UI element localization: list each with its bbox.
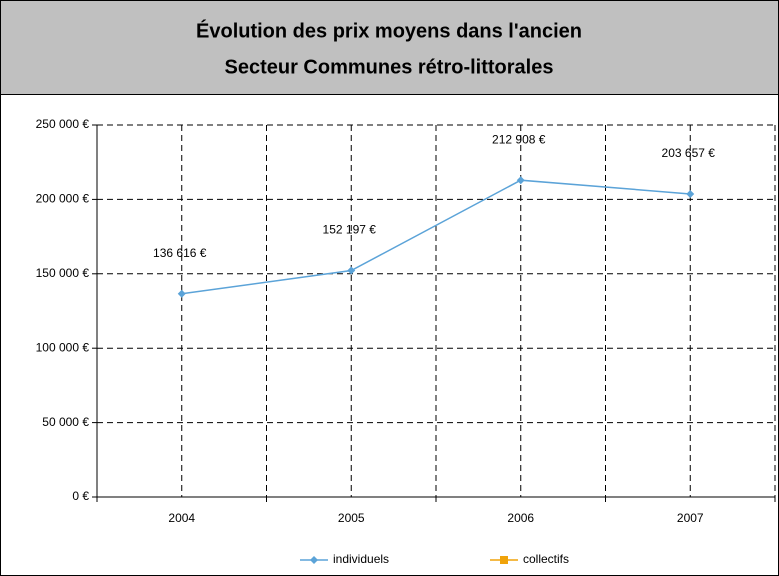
x-tick-label: 2005 bbox=[338, 511, 365, 525]
data-label: 152 197 € bbox=[323, 223, 377, 237]
y-tick-label: 150 000 € bbox=[36, 266, 90, 280]
data-point bbox=[347, 266, 356, 275]
legend-label: individuels bbox=[333, 552, 389, 566]
legend-marker bbox=[500, 556, 508, 564]
y-tick-label: 100 000 € bbox=[36, 340, 90, 354]
data-point bbox=[177, 289, 186, 298]
chart-title: Évolution des prix moyens dans l'ancien bbox=[196, 19, 582, 42]
data-label: 136 616 € bbox=[153, 246, 207, 260]
data-label: 212 908 € bbox=[492, 132, 546, 146]
x-tick-label: 2004 bbox=[168, 511, 195, 525]
x-tick-label: 2007 bbox=[677, 511, 704, 525]
data-label: 203 657 € bbox=[662, 146, 716, 160]
legend-marker bbox=[310, 556, 318, 564]
title-box bbox=[0, 0, 779, 95]
y-tick-label: 200 000 € bbox=[36, 192, 90, 206]
y-tick-label: 0 € bbox=[72, 489, 89, 503]
x-tick-label: 2006 bbox=[507, 511, 534, 525]
legend-label: collectifs bbox=[523, 552, 569, 566]
data-point bbox=[686, 189, 695, 198]
y-tick-label: 50 000 € bbox=[42, 415, 89, 429]
data-point bbox=[516, 176, 525, 185]
chart-title: Secteur Communes rétro-littorales bbox=[225, 56, 554, 78]
y-tick-label: 250 000 € bbox=[36, 117, 90, 131]
series-line bbox=[181, 179, 691, 295]
